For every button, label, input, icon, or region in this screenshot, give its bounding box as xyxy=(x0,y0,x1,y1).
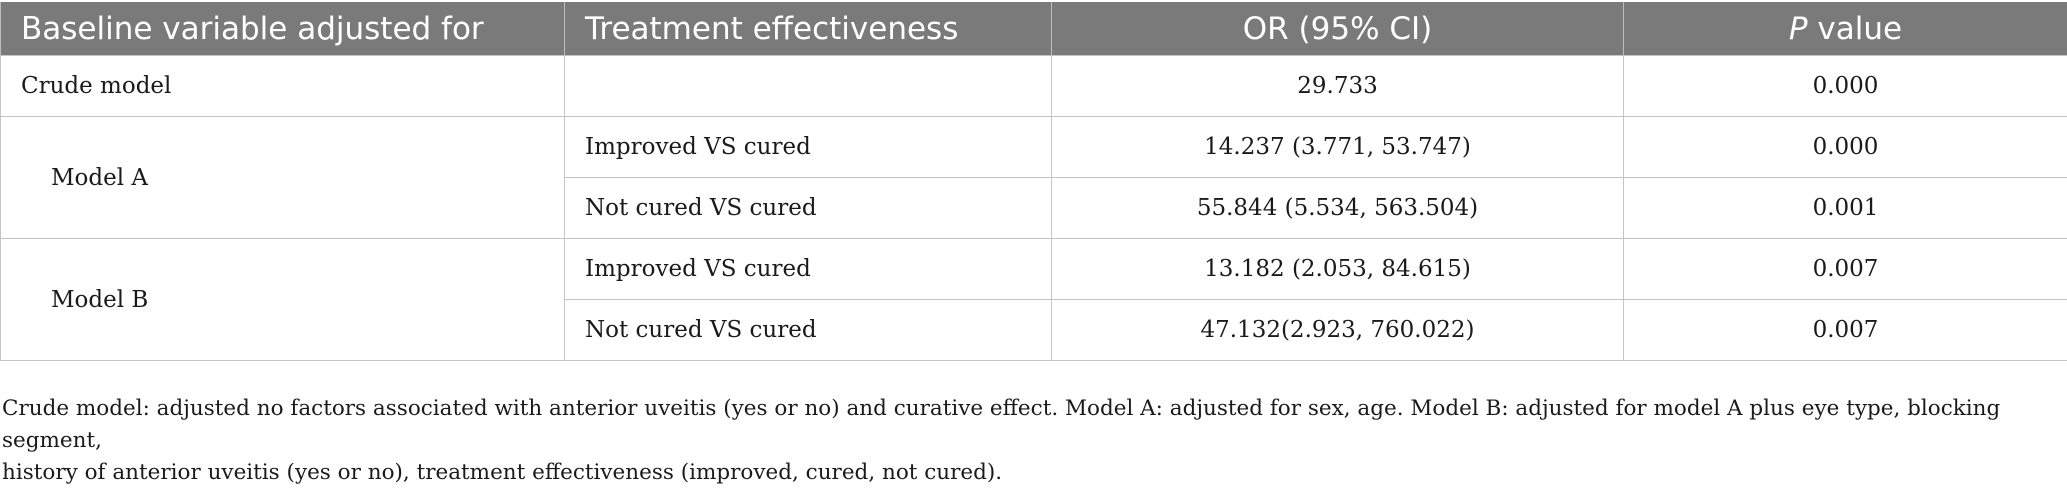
header-p-letter: P xyxy=(1789,11,1808,47)
crude-model-effect xyxy=(565,56,1052,117)
header-or-ci: OR (95% CI) xyxy=(1052,2,1624,56)
footnote-line-1: Crude model: adjusted no factors associa… xyxy=(2,393,2064,457)
header-row: Baseline variable adjusted for Treatment… xyxy=(1,2,2067,56)
results-table: Baseline variable adjusted for Treatment… xyxy=(0,2,2067,361)
header-p-suffix: value xyxy=(1808,11,1903,47)
header-baseline-variable: Baseline variable adjusted for xyxy=(1,2,565,56)
model-b-or-2: 47.132(2.923, 760.022) xyxy=(1052,300,1624,361)
model-a-effect-2: Not cured VS cured xyxy=(565,178,1052,239)
model-a-or-2: 55.844 (5.534, 563.504) xyxy=(1052,178,1624,239)
crude-model-or: 29.733 xyxy=(1052,56,1624,117)
footnote-line-2: history of anterior uveitis (yes or no),… xyxy=(2,457,2064,489)
model-a-p-2: 0.001 xyxy=(1624,178,2067,239)
header-treatment-effectiveness: Treatment effectiveness xyxy=(565,2,1052,56)
model-a-p-1: 0.000 xyxy=(1624,117,2067,178)
model-b-effect-2: Not cured VS cured xyxy=(565,300,1052,361)
model-b-p-2: 0.007 xyxy=(1624,300,2067,361)
header-p-value: P value xyxy=(1624,2,2067,56)
model-b-p-1: 0.007 xyxy=(1624,239,2067,300)
model-b-or-1: 13.182 (2.053, 84.615) xyxy=(1052,239,1624,300)
table-body: Crude model 29.733 0.000 Model A Improve… xyxy=(1,56,2067,361)
table-row-model-a-1: Model A Improved VS cured 14.237 (3.771,… xyxy=(1,117,2067,178)
crude-model-p: 0.000 xyxy=(1624,56,2067,117)
crude-model-label: Crude model xyxy=(1,56,565,117)
table-row-model-b-1: Model B Improved VS cured 13.182 (2.053,… xyxy=(1,239,2067,300)
table-header: Baseline variable adjusted for Treatment… xyxy=(1,2,2067,56)
model-b-label: Model B xyxy=(1,239,565,361)
model-a-label: Model A xyxy=(1,117,565,239)
table-row-crude: Crude model 29.733 0.000 xyxy=(1,56,2067,117)
model-a-or-1: 14.237 (3.771, 53.747) xyxy=(1052,117,1624,178)
table-footnote: Crude model: adjusted no factors associa… xyxy=(2,393,2064,489)
model-b-effect-1: Improved VS cured xyxy=(565,239,1052,300)
results-table-container: Baseline variable adjusted for Treatment… xyxy=(0,2,2067,361)
model-a-effect-1: Improved VS cured xyxy=(565,117,1052,178)
